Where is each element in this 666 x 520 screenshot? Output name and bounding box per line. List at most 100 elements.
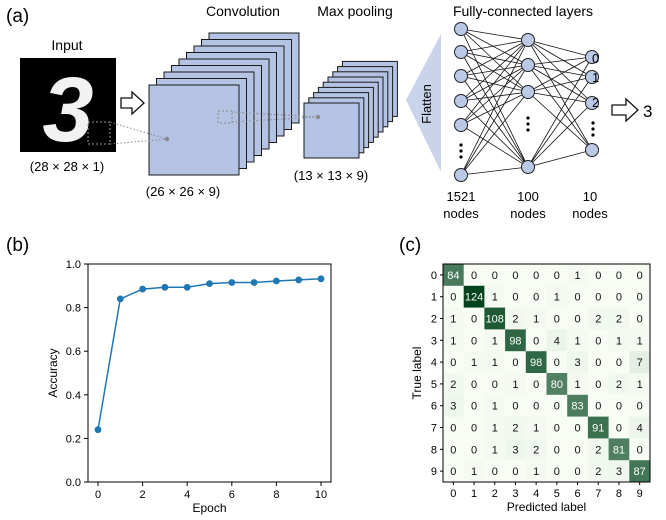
cell-value: 0 xyxy=(595,270,601,282)
cell-value: 0 xyxy=(492,466,498,478)
cell-value: 1 xyxy=(492,444,498,456)
input-image xyxy=(20,58,116,152)
x-tick-label: 4 xyxy=(184,489,190,501)
heatmap-cell xyxy=(546,394,568,417)
layer2-node xyxy=(521,160,535,174)
heatmap-cell xyxy=(525,264,547,287)
cell-value: 1 xyxy=(471,466,477,478)
heatmap-cell xyxy=(443,307,464,330)
heatmap-cell xyxy=(463,264,485,287)
cell-value: 98 xyxy=(509,335,521,347)
fc-connection xyxy=(460,91,529,126)
heatmap-cell xyxy=(484,285,506,308)
x-axis-label: Epoch xyxy=(192,501,226,515)
cell-value: 0 xyxy=(492,379,498,391)
heatmap-cell xyxy=(505,373,527,396)
heatmap-cell xyxy=(587,264,609,287)
pool-title: Max pooling xyxy=(317,3,393,19)
heatmap-cell xyxy=(443,329,464,352)
fc-connection xyxy=(527,76,593,93)
cell-value: 7 xyxy=(637,357,643,369)
heatmap-cell xyxy=(484,264,506,287)
heatmap-cell xyxy=(505,307,527,330)
output-label-1: 1 xyxy=(592,70,599,85)
cell-value: 80 xyxy=(551,379,563,391)
layer2-nodes-word: nodes xyxy=(510,206,546,221)
fc-connection xyxy=(460,64,529,126)
cell-value: 1 xyxy=(471,357,477,369)
x-tick-label: 0 xyxy=(450,488,456,500)
layer2-count: 100 xyxy=(517,189,539,204)
heatmap-cell xyxy=(608,351,630,374)
heatmap-cell xyxy=(546,373,568,396)
cell-value: 0 xyxy=(574,466,580,478)
cell-value: 0 xyxy=(637,444,643,456)
cell-value: 1 xyxy=(574,270,580,282)
layer2-node xyxy=(521,85,535,99)
cell-value: 1 xyxy=(554,292,560,304)
heatmap-cell xyxy=(484,394,506,417)
fc-connection xyxy=(460,28,529,66)
cell-value: 0 xyxy=(512,270,518,282)
y-tick-label: 5 xyxy=(431,379,437,391)
x-tick-label: 4 xyxy=(533,488,539,500)
output-label-0: 0 xyxy=(592,51,599,66)
cell-value: 0 xyxy=(554,314,560,326)
input-dims: (28 × 28 × 1) xyxy=(30,159,104,174)
heatmap-cell xyxy=(525,394,547,417)
y-tick-label: 0.4 xyxy=(66,390,81,402)
x-tick-label: 6 xyxy=(229,489,235,501)
cell-value: 83 xyxy=(571,401,583,413)
layer1-node xyxy=(454,22,468,36)
fc-connection xyxy=(460,75,529,93)
cell-value: 0 xyxy=(554,270,560,282)
cell-value: 1 xyxy=(492,423,498,435)
panel-b: (b) 0.0 0.2 0.4 0.6 0.8 1.0 0 2 4 6 8 10 Epoch Accura… xyxy=(6,235,332,515)
fc-connection xyxy=(527,56,593,93)
layer1-node xyxy=(454,94,468,108)
heatmap-cell xyxy=(567,351,589,374)
cell-value: 0 xyxy=(471,423,477,435)
x-tick-label: 7 xyxy=(595,488,601,500)
heatmap-cell xyxy=(484,416,506,439)
cell-value: 2 xyxy=(616,379,622,391)
heatmap-cell xyxy=(525,438,547,461)
heatmap-cell xyxy=(525,373,547,396)
heatmap-cell xyxy=(546,438,568,461)
fc-connection xyxy=(460,91,529,102)
pool-feature-map xyxy=(303,102,360,159)
fc-title: Fully-connected layers xyxy=(453,3,593,19)
fc-connection xyxy=(527,149,593,168)
cell-value: 0 xyxy=(533,335,539,347)
heatmap-cell xyxy=(443,438,464,461)
heatmap-cell xyxy=(463,460,485,483)
cell-value: 0 xyxy=(512,466,518,478)
heatmap-cell xyxy=(567,373,589,396)
cell-value: 1 xyxy=(574,379,580,391)
heatmap-cell xyxy=(567,416,589,439)
heatmap-cell xyxy=(463,373,485,396)
heatmap-cell xyxy=(567,438,589,461)
cell-value: 0 xyxy=(492,270,498,282)
y-tick-label: 6 xyxy=(431,401,437,413)
heatmap-cell xyxy=(608,438,630,461)
cell-value: 2 xyxy=(595,444,601,456)
heatmap-cell xyxy=(608,416,630,439)
heatmap-cell xyxy=(443,351,464,374)
y-tick-label: 1 xyxy=(431,292,437,304)
cell-value: 0 xyxy=(471,335,477,347)
heatmap-cell xyxy=(587,416,609,439)
y-tick-label: 0.8 xyxy=(66,303,81,315)
heatmap-cell xyxy=(443,373,464,396)
heatmap-cell xyxy=(587,351,609,374)
accuracy-point xyxy=(295,276,303,284)
cell-value: 1 xyxy=(637,335,643,347)
heatmap-cell xyxy=(505,285,527,308)
heatmap-cell xyxy=(587,460,609,483)
cell-value: 0 xyxy=(533,379,539,391)
heatmap-cell xyxy=(463,394,485,417)
cell-value: 0 xyxy=(637,401,643,413)
matrix-frame xyxy=(442,263,651,483)
cell-value: 0 xyxy=(471,314,477,326)
fc-connection xyxy=(460,28,529,168)
